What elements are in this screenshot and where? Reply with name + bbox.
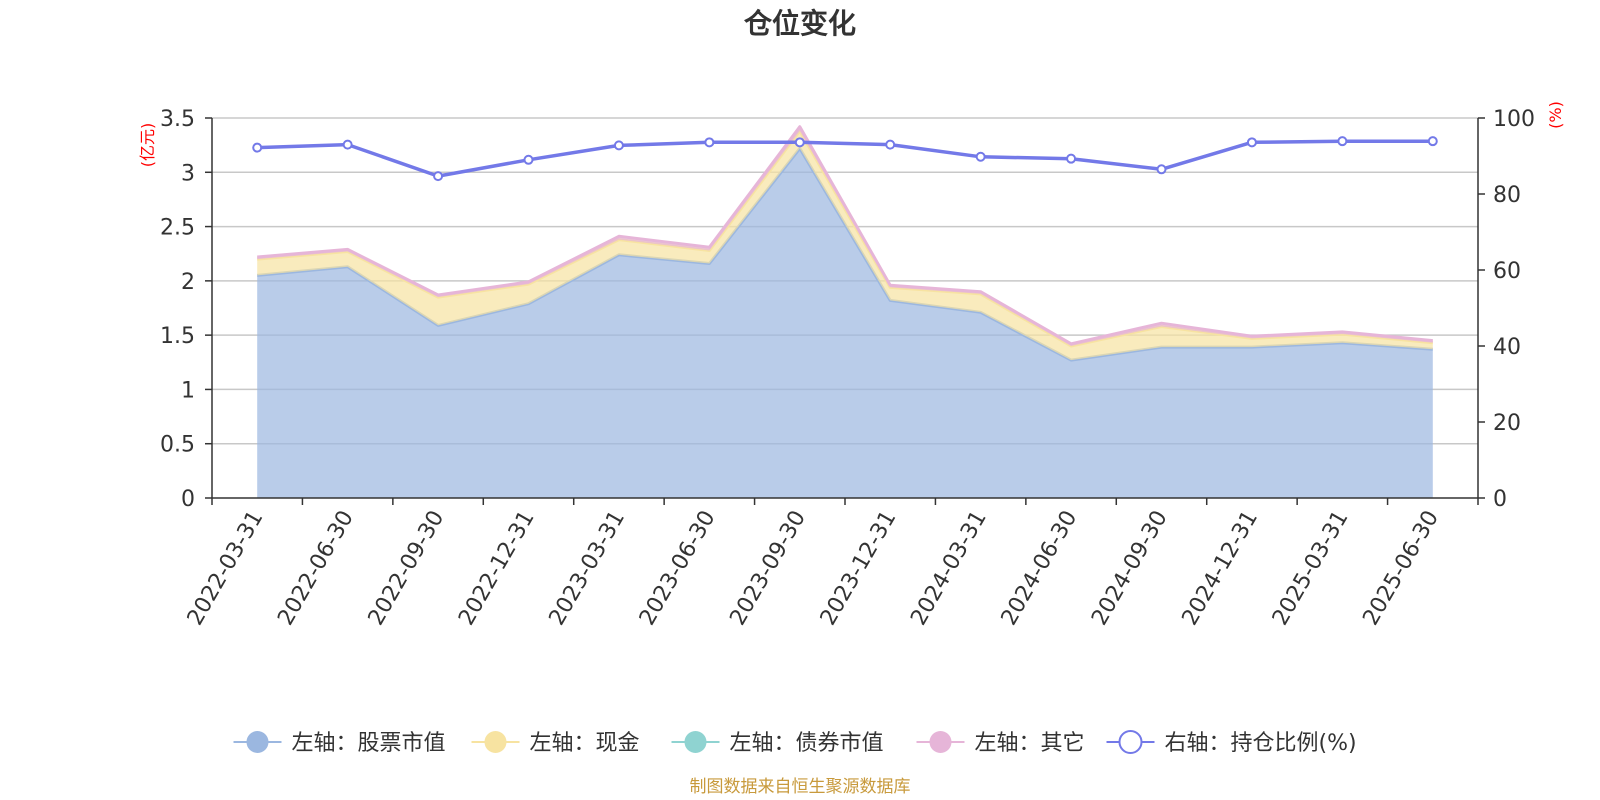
area-series — [257, 125, 1433, 498]
legend-label: 右轴：持仓比例(%) — [1165, 731, 1357, 756]
x-axis-tick-label: 2024-06-30 — [997, 507, 1083, 630]
area-fill — [257, 148, 1433, 498]
ratio-point — [1427, 136, 1438, 147]
ratio-line-series — [252, 136, 1438, 182]
ratio-point — [433, 171, 444, 182]
legend-marker — [929, 731, 952, 753]
ratio-point — [975, 151, 986, 162]
x-axis-tick-label: 2022-09-30 — [364, 506, 450, 629]
right-axis-tick-label: 60 — [1493, 259, 1521, 284]
ratio-point — [613, 140, 624, 151]
legend-marker — [1118, 730, 1143, 754]
legend-label: 左轴：现金 — [530, 731, 640, 756]
left-axis-tick-label: 2 — [181, 270, 195, 295]
legend-label: 左轴：其它 — [975, 731, 1085, 756]
x-axis-tick-label: 2023-06-30 — [635, 507, 721, 630]
ratio-point — [704, 137, 715, 148]
x-axis-tick-label: 2024-03-31 — [906, 506, 992, 629]
chart-title: 仓位变化 — [744, 7, 856, 40]
ratio-point — [1156, 164, 1167, 175]
x-axis-tick-label: 2024-09-30 — [1087, 507, 1173, 630]
area-fill — [257, 131, 1433, 361]
x-axis-tick-label: 2023-03-31 — [545, 507, 631, 630]
right-axis-tick-label: 100 — [1493, 107, 1535, 132]
legend-marker — [246, 731, 269, 753]
ratio-point — [1246, 137, 1257, 148]
x-axis-tick-label: 2025-06-30 — [1358, 507, 1444, 630]
ratio-line — [257, 139, 1433, 178]
legend-marker — [484, 731, 507, 753]
right-axis-tick-label: 40 — [1493, 335, 1521, 360]
x-axis-tick-label: 2022-03-31 — [183, 507, 269, 630]
x-axis-tick-label: 2022-12-31 — [454, 507, 540, 630]
left-axis-tick-label: 3 — [181, 161, 195, 186]
left-axis-tick-label: 1 — [181, 378, 195, 403]
ratio-point — [1337, 136, 1348, 147]
left-axis-unit: (亿元) — [138, 123, 157, 168]
right-axis-tick-label: 80 — [1493, 183, 1521, 208]
left-axis-tick-label: 1.5 — [160, 324, 195, 349]
ratio-point — [342, 139, 353, 150]
right-axis-tick-label: 0 — [1493, 487, 1507, 512]
x-axis-tick-label: 2023-12-31 — [816, 507, 902, 630]
ratio-point — [794, 137, 805, 148]
legend-label: 左轴：股票市值 — [292, 731, 446, 756]
left-axis-tick-label: 2.5 — [160, 216, 195, 241]
right-axis-tick-label: 20 — [1493, 411, 1521, 436]
data-source-note: 制图数据来自恒生聚源数据库 — [690, 777, 911, 797]
x-axis-tick-label: 2023-09-30 — [725, 507, 811, 630]
left-axis-tick-label: 0.5 — [160, 433, 195, 458]
x-axis-tick-label: 2022-06-30 — [273, 507, 359, 630]
right-axis-unit: (%) — [1546, 101, 1565, 129]
legend: 左轴：股票市值 左轴：现金 左轴：债券市值 左轴：其它 右轴：持仓比例(%) — [233, 730, 1357, 756]
ratio-point — [885, 139, 896, 150]
legend-label: 左轴：债券市值 — [730, 731, 884, 756]
left-axis-tick-label: 0 — [181, 487, 195, 512]
ratio-point — [523, 154, 534, 165]
area-top-line — [257, 125, 1433, 346]
legend-marker — [684, 731, 707, 753]
left-axis-tick-label: 3.5 — [160, 107, 195, 132]
x-axis-tick-label: 2025-03-31 — [1268, 507, 1354, 630]
x-axis-tick-label: 2024-12-31 — [1178, 507, 1264, 630]
ratio-point — [252, 142, 263, 153]
ratio-point — [1066, 153, 1077, 164]
